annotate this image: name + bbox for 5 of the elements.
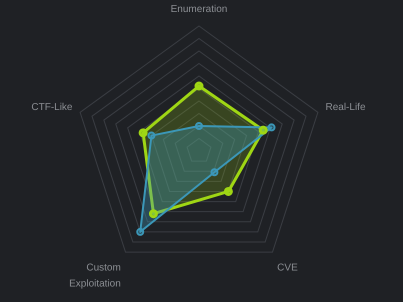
spoke-label: Enumeration: [170, 4, 228, 15]
spoke-label: Custom Exploitation: [69, 262, 121, 290]
spoke-label: Real-Life: [325, 102, 366, 113]
spoke-label: CTF-Like: [31, 102, 73, 113]
spoke-label: CVE: [277, 262, 298, 274]
